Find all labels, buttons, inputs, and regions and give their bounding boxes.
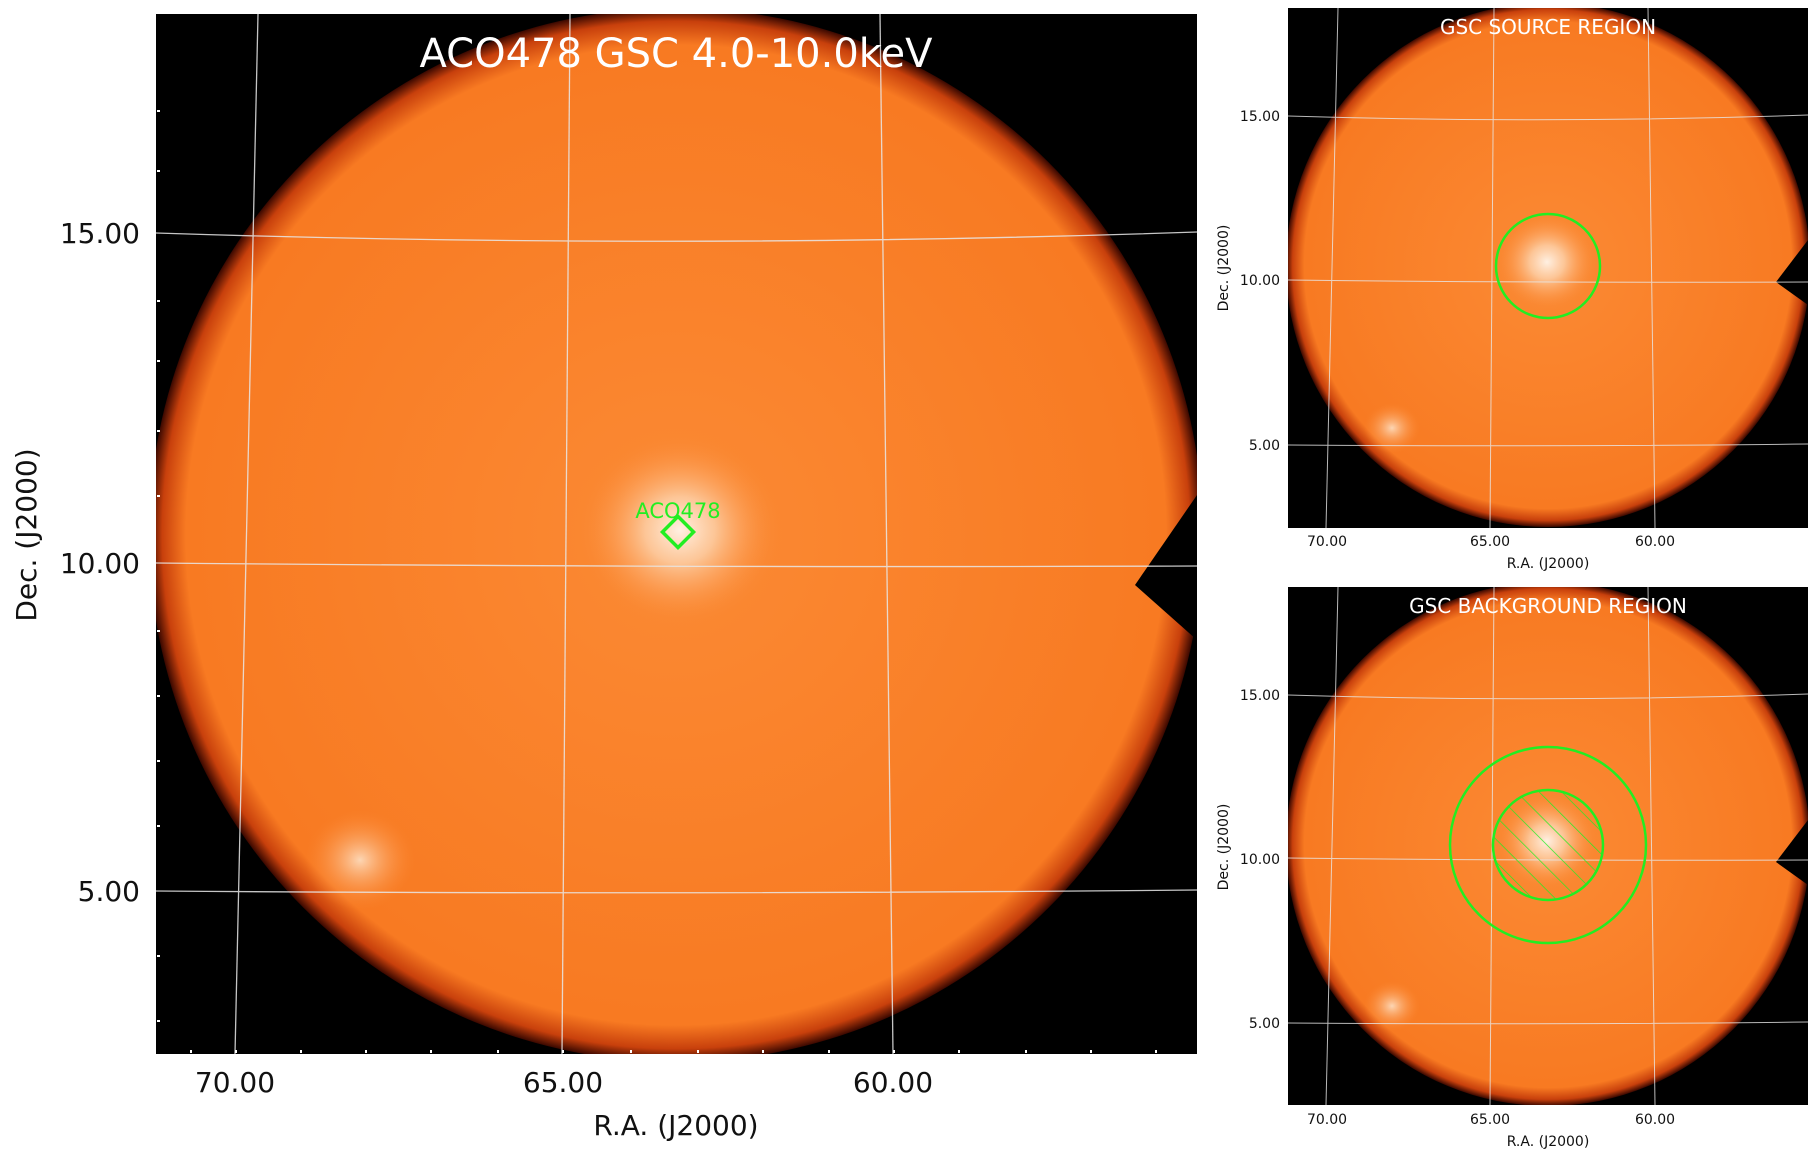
main-xtick-label: 65.00: [523, 1066, 603, 1099]
main-source-diamond: [659, 513, 697, 551]
background-panel-title: GSC BACKGROUND REGION: [1409, 594, 1687, 618]
background-xtick-label: 60.00: [1635, 1112, 1675, 1128]
source-ytick-label: 15.00: [1240, 109, 1280, 125]
background-y-axis-label: Dec. (J2000): [1216, 804, 1232, 891]
source-panel-title: GSC SOURCE REGION: [1440, 15, 1656, 39]
source-ytick-label: 10.00: [1240, 273, 1280, 289]
background-ytick-label: 10.00: [1240, 852, 1280, 868]
main-secondary-glow: [305, 810, 415, 910]
main-ytick-label: 10.00: [60, 547, 140, 580]
source-glow: [1497, 214, 1597, 310]
source-xtick-label: 65.00: [1470, 534, 1510, 550]
main-xtick-label: 60.00: [853, 1066, 933, 1099]
background-coordinate-grid: [1288, 587, 1808, 1105]
background-xtick-label: 65.00: [1470, 1112, 1510, 1128]
source-coordinate-grid: [1288, 8, 1808, 528]
main-source-glow: [580, 435, 780, 625]
main-xtick-label: 70.00: [195, 1066, 275, 1099]
main-panel: ACO478 ACO478 GSC 4.0-10.0keV 70.00 65.0…: [10, 14, 1197, 1142]
background-ytick-label: 15.00: [1240, 688, 1280, 704]
main-ytick-label: 5.00: [78, 875, 140, 908]
main-coordinate-grid: [156, 14, 1197, 1054]
main-y-axis-label: Dec. (J2000): [10, 448, 43, 621]
main-x-axis-label: R.A. (J2000): [593, 1109, 758, 1142]
background-xtick-label: 70.00: [1307, 1112, 1347, 1128]
source-xtick-label: 60.00: [1635, 534, 1675, 550]
background-hatched-exclusion: [1491, 788, 1605, 902]
main-source-label: ACO478: [635, 499, 720, 523]
main-ytick-label: 15.00: [60, 217, 140, 250]
main-fov-notch: [1135, 495, 1197, 640]
source-region-circle: [1494, 212, 1602, 320]
background-x-axis-label: R.A. (J2000): [1507, 1134, 1590, 1150]
main-title: ACO478 GSC 4.0-10.0keV: [420, 31, 934, 77]
source-ytick-label: 5.00: [1249, 438, 1280, 454]
background-region-panel: GSC BACKGROUND REGION 70.00 65.00 60.00 …: [1216, 587, 1808, 1150]
main-edge-ticks: [157, 110, 1157, 1053]
source-xtick-label: 70.00: [1307, 534, 1347, 550]
source-x-axis-label: R.A. (J2000): [1507, 556, 1590, 572]
background-outer-annulus: [1448, 745, 1648, 945]
background-ytick-label: 5.00: [1249, 1016, 1280, 1032]
source-y-axis-label: Dec. (J2000): [1216, 225, 1232, 312]
source-region-panel: GSC SOURCE REGION 70.00 65.00 60.00 15.0…: [1216, 8, 1808, 572]
